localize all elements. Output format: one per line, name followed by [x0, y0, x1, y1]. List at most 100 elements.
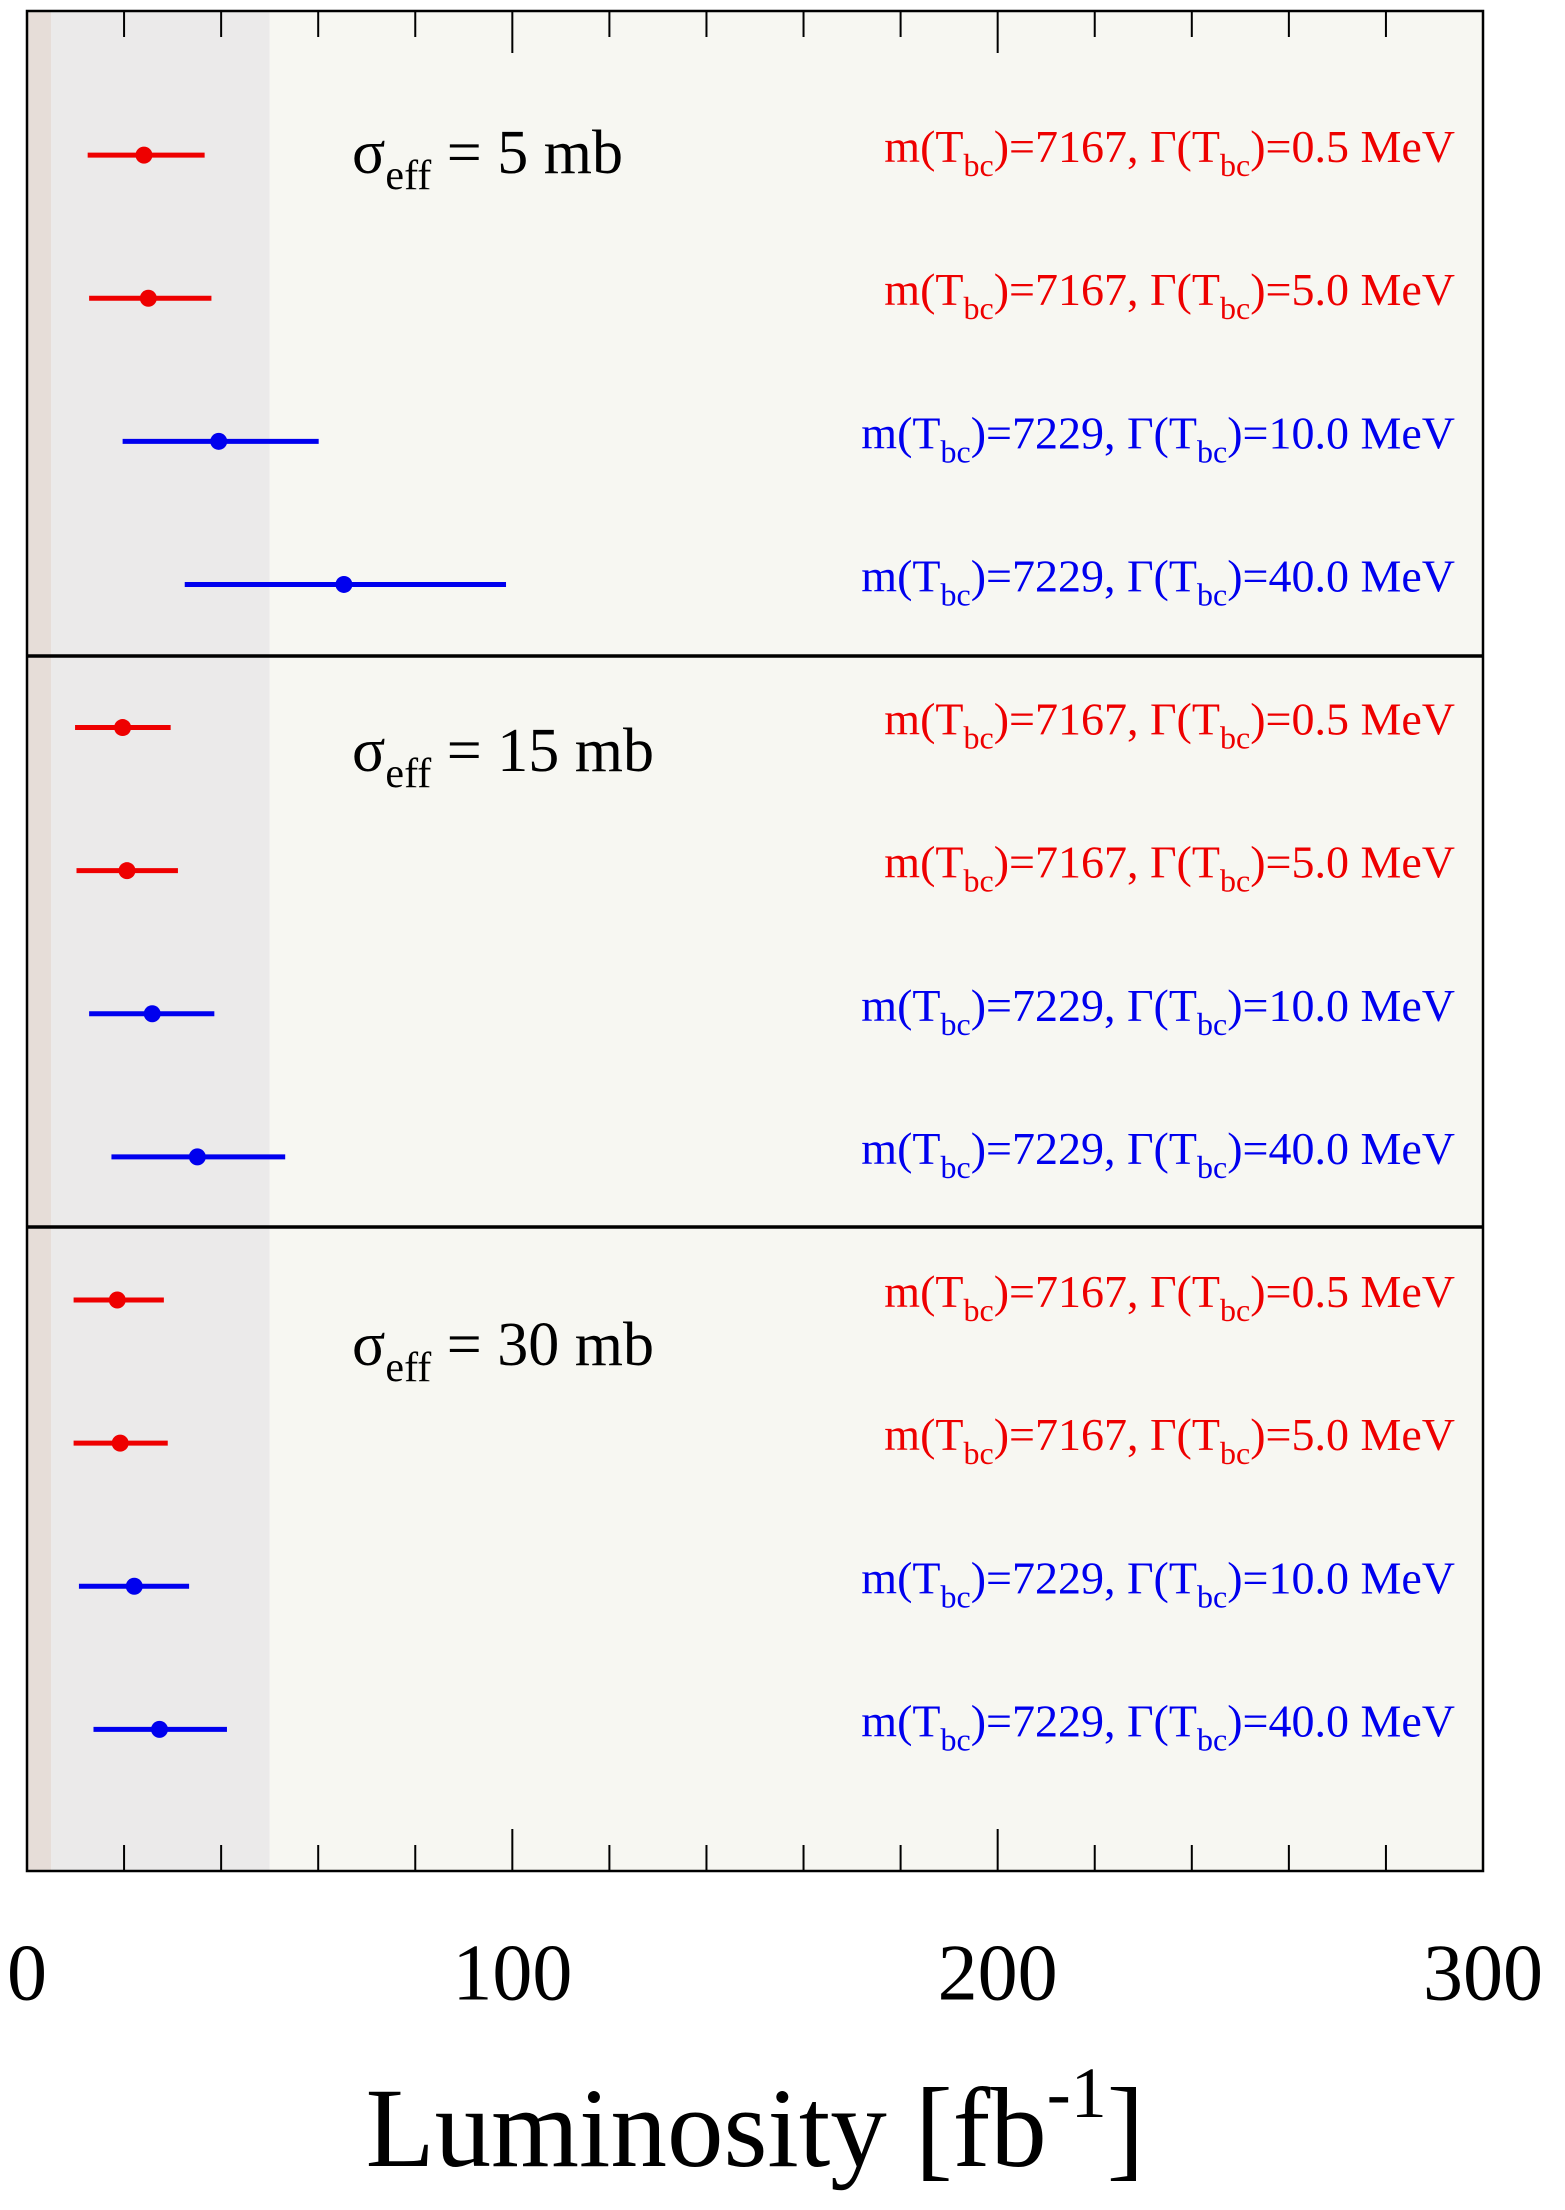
row-label-part: )=7167, Γ(T — [994, 121, 1220, 172]
panel-title-part: σ — [352, 119, 385, 187]
data-point — [135, 146, 153, 164]
row-label-part: bc — [1197, 577, 1227, 613]
x-tick-label: 300 — [1423, 1929, 1543, 2017]
row-label: m(Tbc)=7167, Γ(Tbc)=5.0 MeV — [884, 264, 1455, 327]
row-label-part: m(T — [861, 1552, 940, 1603]
row-label-part: )=40.0 MeV — [1227, 550, 1455, 601]
row-label-part: m(T — [861, 1122, 940, 1173]
row-label-part: )=7229, Γ(T — [971, 1695, 1197, 1746]
row-label-part: bc — [1197, 1722, 1227, 1758]
row-label-part: )=7229, Γ(T — [971, 979, 1197, 1030]
row-label-part: m(T — [884, 121, 963, 172]
x-axis-label-part: Luminosity [fb — [366, 2066, 1047, 2191]
panel-title-part: = 5 mb — [431, 119, 623, 187]
data-point — [108, 1291, 126, 1309]
panel-title-part: σ — [352, 1311, 385, 1379]
row-label-part: m(T — [861, 550, 940, 601]
data-point — [150, 1720, 168, 1738]
data-point — [111, 1434, 129, 1452]
row-label-part: bc — [964, 147, 994, 183]
data-point — [188, 1148, 206, 1166]
row-label-part: m(T — [884, 1409, 963, 1460]
row-label-part: m(T — [884, 264, 963, 315]
row-label-part: bc — [1220, 1292, 1250, 1328]
row-label-part: bc — [1220, 720, 1250, 756]
row-label-part: )=7229, Γ(T — [971, 550, 1197, 601]
row-label-part: bc — [1197, 1006, 1227, 1042]
row-label-part: bc — [964, 1292, 994, 1328]
row-label: m(Tbc)=7167, Γ(Tbc)=5.0 MeV — [884, 836, 1455, 899]
row-label-part: )=7229, Γ(T — [971, 1552, 1197, 1603]
row-label: m(Tbc)=7167, Γ(Tbc)=0.5 MeV — [884, 693, 1455, 756]
row-label: m(Tbc)=7229, Γ(Tbc)=10.0 MeV — [861, 979, 1455, 1042]
row-label-part: bc — [941, 1149, 971, 1185]
row-label-part: m(T — [884, 693, 963, 744]
data-point — [210, 432, 228, 450]
row-label-part: )=10.0 MeV — [1227, 407, 1455, 458]
shaded-band — [27, 11, 52, 1871]
shaded-band — [269, 11, 1484, 1871]
row-label: m(Tbc)=7229, Γ(Tbc)=10.0 MeV — [861, 1552, 1455, 1615]
row-label-part: )=10.0 MeV — [1227, 979, 1455, 1030]
data-point — [139, 289, 157, 307]
row-label-part: bc — [1220, 1435, 1250, 1471]
row-label-part: bc — [964, 1435, 994, 1471]
row-label-part: m(T — [884, 1266, 963, 1317]
row-label: m(Tbc)=7167, Γ(Tbc)=5.0 MeV — [884, 1409, 1455, 1472]
row-label-part: bc — [1197, 1149, 1227, 1185]
row-label: m(Tbc)=7167, Γ(Tbc)=0.5 MeV — [884, 121, 1455, 184]
row-label: m(Tbc)=7229, Γ(Tbc)=40.0 MeV — [861, 1695, 1455, 1758]
row-label: m(Tbc)=7167, Γ(Tbc)=0.5 MeV — [884, 1266, 1455, 1329]
panel-title-part: σ — [352, 717, 385, 785]
x-axis-label-part: -1 — [1047, 2053, 1107, 2133]
row-label-part: )=7229, Γ(T — [971, 1122, 1197, 1173]
row-label-part: bc — [941, 1579, 971, 1615]
row-label-part: )=5.0 MeV — [1250, 264, 1455, 315]
data-point — [118, 862, 136, 880]
row-label-part: )=40.0 MeV — [1227, 1695, 1455, 1746]
row-label: m(Tbc)=7229, Γ(Tbc)=10.0 MeV — [861, 407, 1455, 470]
panel-title-part: eff — [385, 153, 431, 199]
row-label-part: )=0.5 MeV — [1250, 693, 1455, 744]
row-label-part: bc — [941, 434, 971, 470]
panel-title: σeff = 30 mb — [352, 1311, 654, 1390]
row-label-part: bc — [1220, 147, 1250, 183]
x-tick-label: 0 — [7, 1929, 47, 2017]
data-point — [125, 1577, 143, 1595]
row-label-part: m(T — [861, 1695, 940, 1746]
row-label-part: )=7167, Γ(T — [994, 264, 1220, 315]
row-label-part: bc — [964, 863, 994, 899]
x-tick-label: 100 — [452, 1929, 572, 2017]
row-label-part: bc — [1197, 434, 1227, 470]
row-label-part: bc — [941, 1006, 971, 1042]
data-point — [143, 1005, 161, 1023]
row-label-part: bc — [964, 291, 994, 327]
row-label-part: m(T — [884, 836, 963, 887]
panel-title: σeff = 15 mb — [352, 717, 654, 796]
row-label-part: )=0.5 MeV — [1250, 1266, 1455, 1317]
row-label-part: bc — [1197, 1579, 1227, 1615]
row-label: m(Tbc)=7229, Γ(Tbc)=40.0 MeV — [861, 1122, 1455, 1185]
x-axis-label-part: ] — [1107, 2066, 1145, 2191]
row-label-part: bc — [941, 577, 971, 613]
row-label-part: )=5.0 MeV — [1250, 836, 1455, 887]
row-label-part: )=7167, Γ(T — [994, 1409, 1220, 1460]
panel-title-part: eff — [385, 751, 431, 797]
panel-title-part: = 15 mb — [431, 717, 654, 785]
data-point — [335, 575, 353, 593]
x-axis-label: Luminosity [fb-1] — [366, 2053, 1145, 2191]
row-label-part: )=0.5 MeV — [1250, 121, 1455, 172]
row-label-part: bc — [941, 1722, 971, 1758]
panel-title-part: = 30 mb — [431, 1311, 654, 1379]
row-label-part: m(T — [861, 407, 940, 458]
row-label-part: )=10.0 MeV — [1227, 1552, 1455, 1603]
row-label-part: bc — [1220, 291, 1250, 327]
x-tick-label: 200 — [938, 1929, 1058, 2017]
panel-title-part: eff — [385, 1345, 431, 1391]
row-label-part: )=7167, Γ(T — [994, 693, 1220, 744]
row-label-part: )=7229, Γ(T — [971, 407, 1197, 458]
row-label-part: m(T — [861, 979, 940, 1030]
row-label-part: )=5.0 MeV — [1250, 1409, 1455, 1460]
row-label-part: bc — [964, 720, 994, 756]
